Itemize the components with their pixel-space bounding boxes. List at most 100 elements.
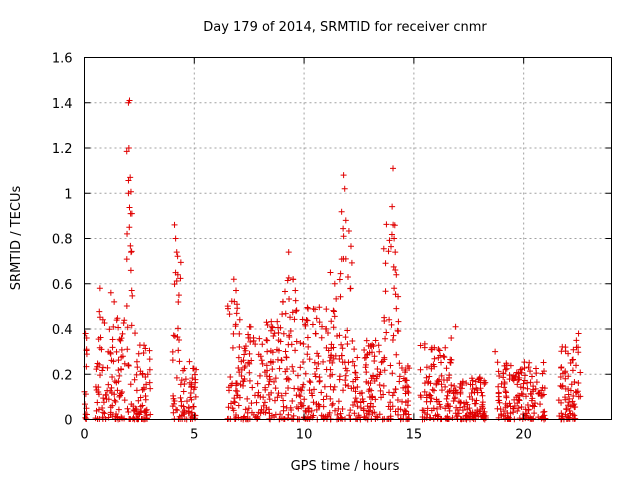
data-point <box>327 395 334 402</box>
data-point <box>258 357 265 364</box>
data-point <box>109 336 116 343</box>
data-point <box>345 273 351 280</box>
data-point <box>274 394 281 401</box>
data-point <box>459 382 466 389</box>
data-point <box>539 370 546 377</box>
data-point <box>473 385 480 392</box>
data-point <box>396 360 403 367</box>
data-point <box>507 410 514 417</box>
data-point <box>93 407 100 414</box>
data-point <box>297 399 304 406</box>
data-point <box>176 336 183 343</box>
data-point <box>559 382 566 389</box>
data-point <box>340 225 347 232</box>
data-point <box>227 373 234 380</box>
data-point <box>539 392 546 399</box>
data-point <box>316 377 323 384</box>
data-point <box>330 344 337 351</box>
data-point <box>354 383 361 390</box>
data-point <box>233 310 240 317</box>
data-point <box>191 371 198 378</box>
data-point <box>302 407 309 414</box>
data-point <box>502 366 509 373</box>
data-point <box>178 377 185 384</box>
data-point <box>240 378 247 385</box>
data-point <box>332 352 339 359</box>
data-point <box>426 373 433 380</box>
data-point <box>286 334 293 341</box>
data-point <box>127 174 134 181</box>
data-point <box>436 376 443 383</box>
data-point <box>101 319 108 326</box>
data-point <box>443 395 450 402</box>
data-point <box>242 406 249 413</box>
data-point <box>287 314 294 321</box>
data-point <box>382 260 389 267</box>
data-point <box>246 360 253 367</box>
data-point <box>452 410 459 417</box>
data-point <box>373 413 380 420</box>
data-point <box>269 366 276 373</box>
data-point <box>509 375 516 382</box>
data-point <box>525 364 532 371</box>
data-point <box>302 370 309 377</box>
data-point <box>573 389 580 396</box>
data-point <box>230 276 237 283</box>
data-point <box>126 97 133 104</box>
data-point <box>265 381 272 388</box>
data-point <box>391 389 398 396</box>
data-point <box>106 326 113 333</box>
data-point <box>389 403 396 410</box>
data-point <box>392 408 399 415</box>
data-point <box>369 393 376 400</box>
data-point <box>527 368 534 375</box>
data-point <box>328 318 335 325</box>
data-point <box>107 349 114 356</box>
data-point <box>316 319 323 326</box>
data-point <box>121 397 128 404</box>
data-point <box>289 397 296 404</box>
x-tick-label: 20 <box>515 428 532 443</box>
data-point <box>133 358 140 365</box>
data-point <box>226 311 233 318</box>
data-point <box>283 365 290 372</box>
data-point <box>428 346 435 353</box>
data-point <box>371 353 378 360</box>
data-point <box>274 318 281 325</box>
data-point <box>354 403 361 410</box>
data-point <box>116 336 123 343</box>
data-point <box>109 344 116 351</box>
data-point <box>380 382 387 389</box>
data-point <box>121 317 128 324</box>
data-point <box>108 357 115 364</box>
data-point <box>535 390 542 397</box>
data-point <box>246 377 253 384</box>
data-point <box>229 344 236 351</box>
data-point <box>568 381 575 388</box>
data-point <box>365 411 372 418</box>
data-point <box>113 348 120 355</box>
data-point <box>401 407 408 414</box>
data-point <box>357 404 364 411</box>
data-point <box>387 399 394 406</box>
data-point <box>466 405 473 412</box>
data-point <box>290 368 297 375</box>
data-point <box>514 381 521 388</box>
data-point <box>459 407 466 414</box>
data-point <box>336 332 343 339</box>
data-point <box>264 348 271 355</box>
data-point <box>134 364 141 371</box>
data-point <box>227 382 234 389</box>
data-point <box>256 335 263 342</box>
data-point <box>385 248 392 255</box>
data-point <box>535 390 542 397</box>
data-point <box>285 385 292 392</box>
y-tick-label: 1.2 <box>52 142 73 157</box>
y-tick-label: 1.6 <box>52 52 73 67</box>
data-point <box>313 400 320 407</box>
data-point <box>146 379 153 386</box>
data-point <box>227 400 234 407</box>
data-point <box>169 348 176 355</box>
y-tick-label: 0.4 <box>52 323 73 338</box>
data-point <box>346 412 353 419</box>
